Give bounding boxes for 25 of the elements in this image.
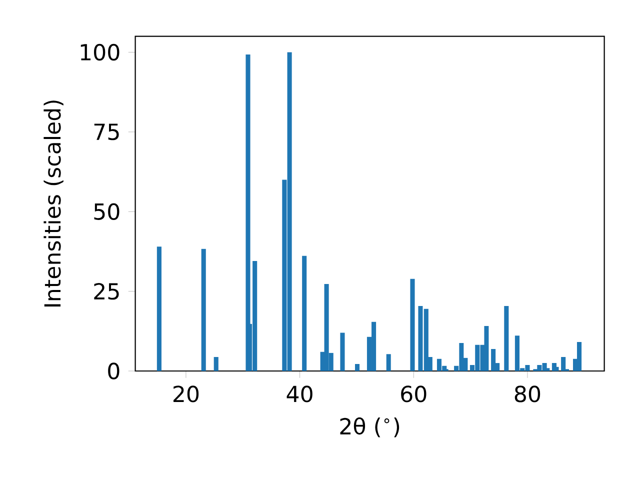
- bar: [302, 256, 307, 371]
- bar: [576, 342, 582, 371]
- x-tick-label: 60: [401, 386, 426, 402]
- x-tick-label: 80: [514, 386, 540, 402]
- y-tick-label: 50: [94, 203, 120, 220]
- bar: [504, 306, 509, 371]
- x-axis-title: 2θ ($^{∘}$): [340, 417, 400, 438]
- bar: [246, 54, 250, 371]
- bar: [156, 246, 162, 371]
- bar: [386, 354, 391, 371]
- x-tick-label: 40: [286, 386, 312, 402]
- bar: [214, 356, 218, 371]
- y-tick-label: 75: [94, 124, 119, 140]
- y-tick-label: 100: [80, 44, 120, 61]
- bar: [355, 364, 360, 371]
- bar: [484, 326, 489, 371]
- bar: [491, 349, 496, 371]
- bar: [561, 356, 566, 371]
- y-tick-label: 25: [94, 282, 119, 300]
- bar: [340, 332, 345, 371]
- bar: [410, 278, 415, 371]
- x-tick-label: 20: [174, 386, 199, 402]
- bar: [201, 248, 206, 371]
- y-tick-label: 0: [108, 362, 120, 380]
- y-axis-title: Intensities (scaled): [44, 100, 64, 306]
